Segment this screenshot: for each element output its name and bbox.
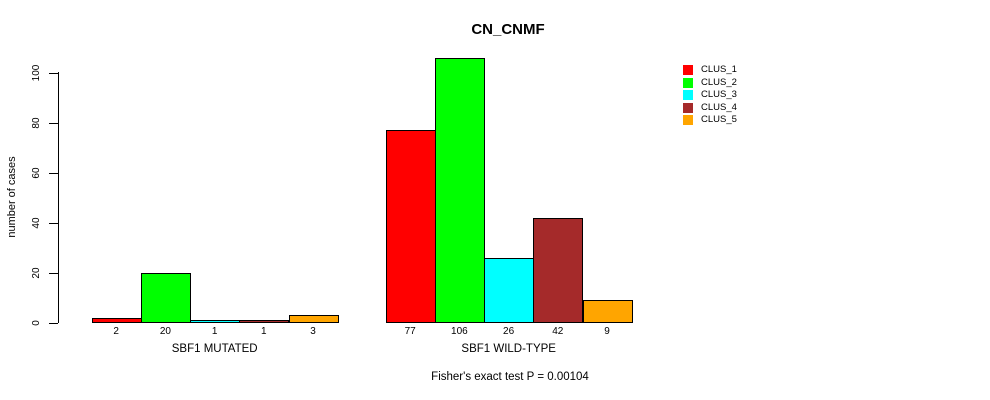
bar-value-label: 20: [159, 326, 171, 337]
legend-swatch: [683, 65, 693, 75]
bar-clus_5-1: [288, 315, 339, 323]
chart-title: CN_CNMF: [471, 21, 545, 38]
bar-value-label: 106: [451, 326, 468, 337]
y-tick-label: 60: [31, 167, 42, 179]
bar-clus_3-1: [190, 320, 241, 323]
legend-item-clus_3: CLUS_3: [683, 89, 737, 101]
legend-item-clus_1: CLUS_1: [683, 64, 737, 76]
bar-clus_2-1: [140, 273, 192, 323]
y-tick-mark: [49, 222, 58, 224]
legend-item-clus_5: CLUS_5: [683, 114, 737, 126]
y-axis-label: number of cases: [6, 156, 18, 238]
bar-clus_4-1: [239, 320, 290, 323]
legend-label: CLUS_2: [701, 76, 737, 88]
legend-label: CLUS_3: [701, 89, 737, 100]
legend-swatch: [683, 115, 693, 125]
bar-clus_4-2: [533, 218, 584, 323]
y-tick-label: 80: [31, 117, 42, 129]
y-tick-mark: [49, 272, 58, 274]
bar-clus_2-2: [434, 58, 486, 323]
y-tick-mark: [49, 72, 58, 74]
y-tick-mark: [49, 122, 58, 124]
bar-value-label: 1: [261, 326, 267, 337]
bar-value-label: 77: [404, 326, 416, 337]
group-label: SBF1 MUTATED: [171, 343, 258, 355]
legend-item-clus_2: CLUS_2: [683, 77, 737, 89]
legend-swatch: [683, 102, 693, 113]
legend-label: CLUS_5: [701, 114, 737, 125]
legend-swatch: [683, 77, 693, 88]
bar-value-label: 42: [552, 326, 564, 337]
legend-item-clus_4: CLUS_4: [683, 102, 737, 114]
bar-value-label: 9: [604, 326, 610, 337]
footnote: Fisher's exact test P = 0.00104: [431, 371, 589, 383]
bar-clus_1-1: [91, 318, 142, 323]
legend-label: CLUS_1: [701, 64, 737, 75]
y-axis: [58, 72, 59, 323]
bar-value-label: 26: [503, 326, 515, 337]
bar-clus_3-2: [484, 258, 535, 323]
y-tick-mark: [49, 322, 58, 324]
legend-label: CLUS_4: [701, 101, 737, 113]
y-tick-label: 100: [31, 64, 42, 82]
y-tick-label: 40: [31, 217, 42, 229]
y-tick-label: 20: [31, 267, 42, 279]
bar-value-label: 1: [211, 326, 218, 337]
legend-swatch: [683, 90, 693, 100]
y-tick-mark: [49, 172, 58, 174]
bar-value-label: 2: [113, 326, 119, 337]
bar-clus_1-2: [385, 130, 436, 323]
bar-clus_5-2: [582, 300, 633, 323]
bar-value-label: 3: [310, 326, 316, 337]
y-tick-label: 0: [31, 320, 42, 326]
group-label: SBF1 WILD-TYPE: [461, 343, 556, 355]
